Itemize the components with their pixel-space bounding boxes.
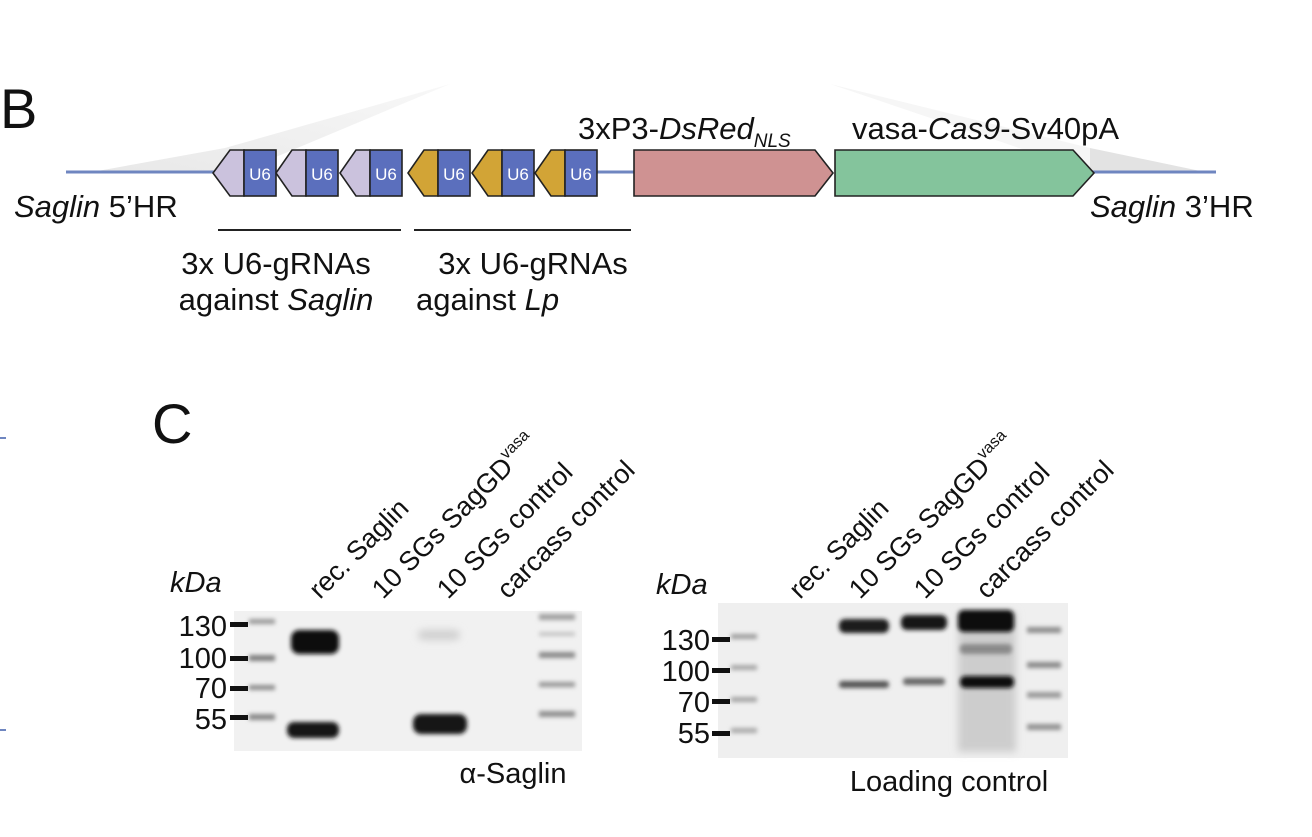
blot2-marker-lane-band-1 [1027,627,1061,633]
blot2-band-carcass-110 [960,644,1012,654]
blot1-lane-labels: rec. Saglin 10 SGs SagGDvasa 10 SGs cont… [303,427,641,604]
blot1-marker-lane-band-2 [539,632,575,636]
blot1-marker-labels: 130 100 70 55 [179,611,227,736]
blot2-caption: Loading control [850,766,1048,798]
blot1-tick-130 [230,622,248,627]
u6-cassette-saglin-1: U6 [212,149,277,197]
five-prime-hr-label: Saglin 5’HR [14,189,178,224]
cas9-arrow [834,149,1096,197]
blot-loading-control: rec. Saglin 10 SGs SagGDvasa 10 SGs cont… [656,427,1120,798]
blot1-marker-55: 55 [195,704,227,736]
blot2-marker-100: 100 [662,656,710,688]
blot2-ladder [731,627,1061,733]
blot2-ladder-band-2 [731,665,757,670]
blot1-kda-label: kDa [170,567,222,599]
blot2-tick-100 [712,668,730,673]
blot2-marker-ticks [712,637,730,736]
blot2-ladder-band-1 [731,634,757,639]
u6-cassette-saglin-3: U6 [339,149,403,197]
u6-promoter-box-2 [305,149,339,197]
blot1-ladder [249,614,575,720]
blot2-marker-lane-band-2 [1027,662,1061,668]
saglin-grna-group-label-line2: against Saglin [179,282,374,317]
dsred-arrow [633,149,835,197]
blot2-band-carcass-90 [960,676,1014,688]
blot2-marker-lane-band-4 [1027,724,1061,730]
blot2-marker-lane-band-3 [1027,692,1061,698]
panel-c-label: C [152,392,192,455]
lp-grna-group-label-line1: 3x U6-gRNAs [438,246,628,281]
blot1-caption: α-Saglin [459,758,566,790]
blot2-band-carcass-130 [958,610,1014,632]
blot2-ladder-band-4 [731,728,757,733]
u6-label-1: U6 [249,165,271,184]
u6-label-4: U6 [443,165,465,184]
blot-saglin: rec. Saglin 10 SGs SagGDvasa 10 SGs cont… [170,427,641,790]
blot1-bands [287,630,467,738]
u6-promoter-box-5 [501,149,535,197]
blot1-band-sgs-faint [418,630,460,640]
blot2-bands [839,610,1016,752]
blot2-marker-130: 130 [662,625,710,657]
blot1-marker-lane-band-4 [539,682,575,687]
blot1-marker-lane-band-5 [539,711,575,717]
lp-grna-group-label-line2: against Lp [416,282,559,317]
u6-label-5: U6 [507,165,529,184]
blot2-tick-70 [712,699,730,704]
u6-label-3: U6 [375,165,397,184]
u6-label-6: U6 [570,165,592,184]
blot2-marker-55: 55 [678,718,710,750]
panel-c: C rec. Saglin 10 SGs SagGDvasa 10 SGs co… [152,392,1120,798]
saglin-grna-group-label-line1: 3x U6-gRNAs [181,246,371,281]
u6-cassette-lp-2: U6 [471,149,535,197]
blot1-band-rec-saglin-50 [287,722,339,738]
blot1-ladder-band-3 [249,685,275,690]
grna-arrow-saglin-3 [339,149,371,197]
grna-arrow-saglin-2 [275,149,307,197]
blot2-marker-labels: 130 100 70 55 [662,625,710,750]
blot1-tick-100 [230,656,248,661]
blot1-marker-100: 100 [179,643,227,675]
grna-arrow-lp-3 [534,149,566,197]
u6-label-2: U6 [311,165,333,184]
blot2-lane-labels: rec. Saglin 10 SGs SagGDvasa 10 SGs cont… [783,427,1120,604]
blot1-tick-70 [230,686,248,691]
blot2-kda-label: kDa [656,569,708,601]
blot1-band-sgs-control-50 [413,714,467,734]
blot2-band-sgd-130 [839,619,889,633]
blot1-marker-130: 130 [179,611,227,643]
u6-cassette-lp-3: U6 [534,149,598,197]
blot1-ladder-band-2 [249,655,275,661]
cas9-label: vasa-Cas9-Sv40pA [852,111,1119,146]
u6-cassette-saglin-2: U6 [275,149,339,197]
blot1-marker-70: 70 [195,673,227,705]
blot1-marker-lane-band-3 [539,652,575,658]
blot2-band-control-130 [901,615,947,630]
blot1-marker-ticks [230,622,248,720]
blot2-tick-130 [712,637,730,642]
grna-arrow-lp-2 [471,149,503,197]
blot2-marker-70: 70 [678,687,710,719]
dsred-label: 3xP3-DsRedNLS [578,111,791,152]
blot1-ladder-band-4 [249,714,275,720]
blot1-tick-55 [230,715,248,720]
blot2-band-control-90 [903,678,945,685]
grna-arrow-lp-1 [407,149,439,197]
u6-promoter-box-4 [437,149,471,197]
blot1-ladder-band-1 [249,619,275,624]
blot1-marker-lane-band-1 [539,614,575,620]
blot1-band-rec-saglin-100 [291,630,339,654]
blot2-tick-55 [712,731,730,736]
u6-promoter-box-3 [369,149,403,197]
blot2-band-sgd-90 [839,681,889,688]
panel-b: B U6 U6 U6 U6 [0,77,1254,317]
u6-cassette-lp-1: U6 [407,149,471,197]
panel-b-label: B [0,77,37,140]
right-homology-shade [1090,148,1205,172]
three-prime-hr-label: Saglin 3’HR [1090,189,1254,224]
u6-promoter-box-6 [564,149,598,197]
blot2-ladder-band-3 [731,697,757,702]
blot1-membrane [234,611,582,751]
